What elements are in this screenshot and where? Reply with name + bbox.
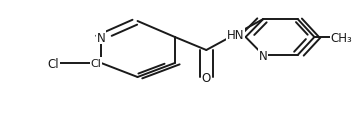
Text: Cl: Cl: [47, 57, 59, 70]
Text: HN: HN: [227, 28, 245, 41]
Text: O: O: [202, 71, 211, 84]
Text: Cl: Cl: [90, 58, 101, 68]
Text: N: N: [97, 31, 106, 44]
Text: N: N: [259, 49, 268, 62]
Text: CH₃: CH₃: [330, 31, 352, 44]
